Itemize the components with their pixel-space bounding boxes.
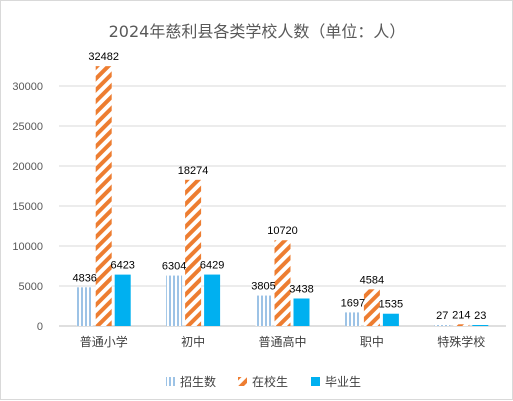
x-category-label: 普通小学 (80, 334, 128, 349)
bar-graduates (382, 313, 399, 326)
data-label-enrollment: 27 (436, 310, 448, 322)
bar-enrolled (274, 240, 291, 326)
data-label-graduates: 6423 (110, 260, 134, 272)
data-label-enrolled: 4584 (360, 274, 384, 286)
data-label-graduates: 6429 (200, 260, 224, 272)
bar-enrolled (185, 179, 202, 326)
bar-enrollment (76, 287, 93, 326)
bar-enrolled (363, 289, 380, 326)
data-label-enrollment: 1697 (341, 297, 365, 309)
bar-layer (76, 66, 489, 327)
x-category-label: 特殊学校 (437, 334, 485, 349)
y-tick-label: 0 (37, 321, 43, 333)
data-label-graduates: 3438 (289, 283, 313, 295)
x-axis: 普通小学 初中 普通高中 职中 特殊学校 (80, 334, 486, 349)
x-category-label: 职中 (360, 334, 384, 349)
data-label-enrollment: 6304 (162, 261, 186, 273)
bar-enrolled (453, 324, 470, 326)
bar-enrollment (344, 312, 361, 326)
legend-swatch-graduates (311, 377, 320, 386)
bar-graduates (293, 298, 310, 326)
data-label-layer: 4836 32482 6423 6304 18274 6429 3805 10720 3438 1… (72, 51, 486, 322)
y-axis: 0 5000 10000 15000 20000 25000 30000 (12, 81, 43, 333)
y-tick-label: 10000 (12, 241, 43, 253)
legend-swatch-enrollment (166, 377, 175, 386)
data-label-enrolled: 32482 (88, 51, 119, 63)
x-category-label: 普通高中 (258, 334, 306, 349)
legend-label-graduates: 毕业生 (325, 375, 361, 389)
x-category-label: 初中 (181, 334, 205, 349)
data-label-graduates: 23 (474, 310, 486, 322)
y-tick-label: 25000 (12, 121, 43, 133)
y-tick-label: 5000 (19, 281, 43, 293)
legend-label-enrollment: 招生数 (180, 374, 216, 389)
bar-enrolled (95, 66, 112, 327)
y-tick-label: 30000 (12, 81, 43, 93)
legend-swatch-enrolled (238, 377, 247, 386)
legend: 招生数 在校生 毕业生 (166, 374, 361, 389)
bar-enrollment (166, 275, 183, 326)
chart-title: 2024年慈利县各类学校人数（单位：人） (109, 22, 406, 41)
data-label-enrollment: 3805 (251, 281, 275, 293)
bar-enrollment (255, 295, 272, 326)
data-label-enrolled: 18274 (178, 165, 209, 177)
data-label-graduates: 1535 (379, 299, 403, 311)
bar-enrollment (434, 325, 451, 326)
data-label-enrolled: 10720 (267, 225, 298, 237)
y-tick-label: 20000 (12, 161, 43, 173)
bar-graduates (472, 325, 489, 326)
y-tick-label: 15000 (12, 201, 43, 213)
data-label-enrollment: 4836 (72, 272, 96, 284)
data-label-enrolled: 214 (452, 309, 470, 321)
bar-graduates (114, 274, 131, 326)
legend-label-enrolled: 在校生 (252, 374, 288, 389)
bar-graduates (204, 274, 221, 326)
